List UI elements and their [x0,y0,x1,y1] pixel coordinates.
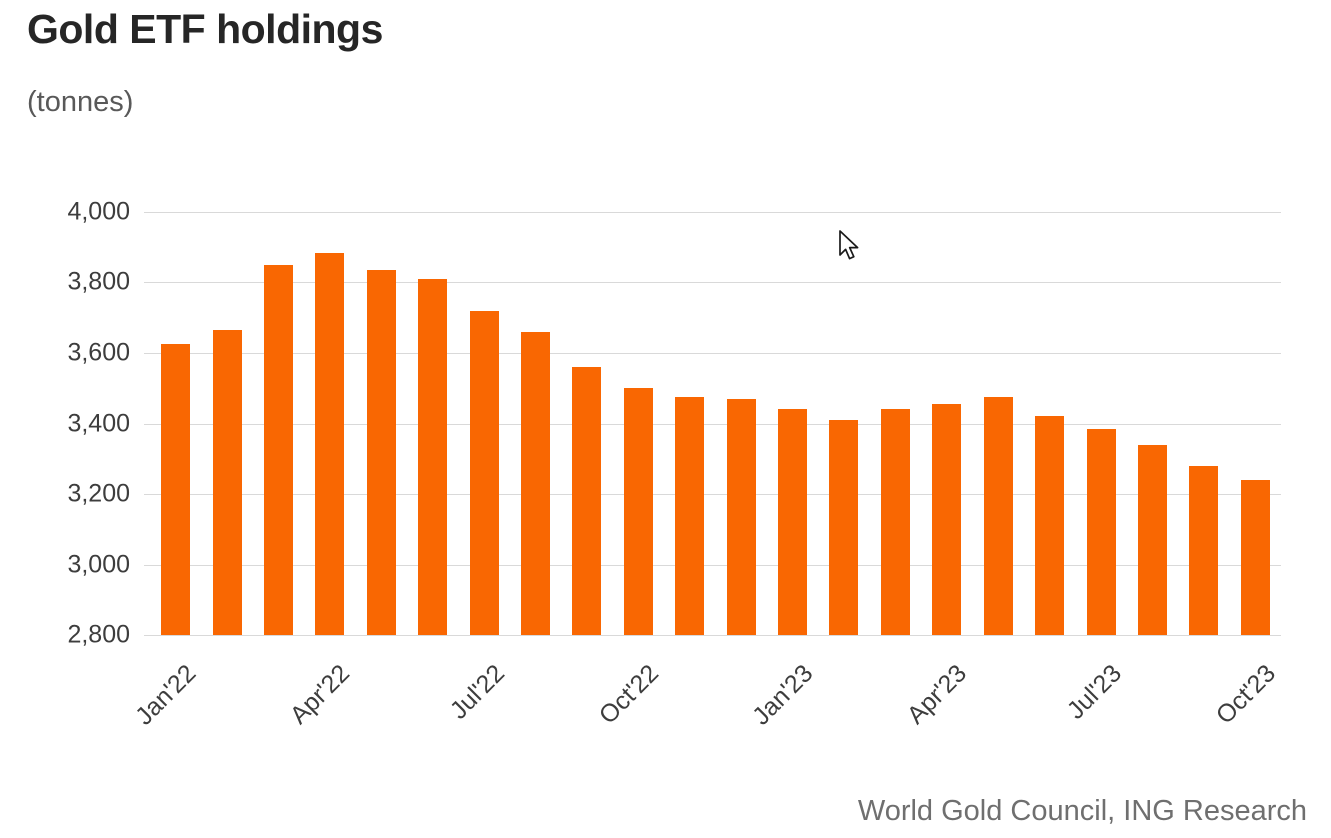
x-tick-label: Jul'22 [444,659,510,725]
bar [778,409,808,635]
bar [1035,416,1065,635]
bar [675,397,705,635]
x-axis: Jan'22 Apr'22 Jul'22 Oct'22 Jan'23 Apr'23 Jul'… [130,635,1281,755]
bar-cell [253,212,304,635]
bar [932,404,962,635]
chart-title: Gold ETF holdings [27,6,383,52]
source-attribution: World Gold Council, ING Research [857,795,1307,827]
gridlines [144,212,1281,636]
x-tick-label: Oct'22 [593,659,664,730]
bar [1137,444,1167,635]
bar-cell [664,212,715,635]
bar-cell [356,212,407,635]
y-tick-label: 2,800 [67,620,130,649]
grid-line [144,352,1281,354]
bar-cell [510,212,561,635]
bar [521,331,551,635]
bar-cell [458,212,509,635]
grid-line [144,635,1281,636]
y-axis: 2,800 3,000 3,200 3,400 3,600 3,800 4,000 [0,198,140,649]
x-tick-label: Oct'23 [1210,659,1281,730]
bar-cell [1024,212,1075,635]
bar [212,330,242,635]
plot-area: Jan'22 Apr'22 Jul'22 Oct'22 Jan'23 Apr'23 Jul'… [130,212,1281,731]
bar [469,310,499,635]
y-tick-label: 3,200 [67,479,130,508]
grid-line [144,282,1281,284]
bar [1240,479,1270,635]
bar [161,344,191,635]
bar [1189,465,1219,635]
bar-cell [407,212,458,635]
bar-cell [613,212,664,635]
bar-cell [715,212,766,635]
bar [1086,428,1116,635]
bar-cell [561,212,612,635]
y-tick-label: 3,000 [67,550,130,578]
bar [880,409,910,635]
bar-cell [1230,212,1281,635]
y-tick-label: 3,400 [67,409,130,437]
bar-cell [150,212,201,635]
x-tick-label: Jan'22 [129,659,202,731]
chart-subtitle: (tonnes) [27,86,134,118]
bar-cell [1127,212,1178,635]
grid-line [144,493,1281,495]
bar [572,367,602,635]
grid-line [144,212,1281,213]
bar [418,278,448,635]
bar-cell [1075,212,1126,635]
grid-line [144,564,1281,566]
x-tick-label: Apr'23 [902,659,973,730]
bar-cell [870,212,921,635]
y-tick-label: 3,800 [67,267,130,296]
bar [623,388,653,635]
bar-cell [921,212,972,635]
bar [315,252,345,635]
bar-series [150,212,1281,635]
bar [829,419,859,635]
x-tick-label: Jan'23 [746,659,819,731]
x-tick-label: Apr'22 [285,659,356,730]
bar-cell [818,212,869,635]
bar [726,398,756,635]
bar [983,397,1013,635]
x-tick-label: Jul'23 [1061,659,1127,725]
bar [264,264,294,635]
grid-line [144,423,1281,425]
bar-cell [767,212,818,635]
bar [366,270,396,635]
y-tick-label: 4,000 [67,197,130,226]
bar-cell [304,212,355,635]
bar-cell [1178,212,1229,635]
mouse-cursor-icon [839,230,859,260]
bar-cell [201,212,252,635]
y-tick-label: 3,600 [67,338,130,367]
bar-cell [973,212,1024,635]
